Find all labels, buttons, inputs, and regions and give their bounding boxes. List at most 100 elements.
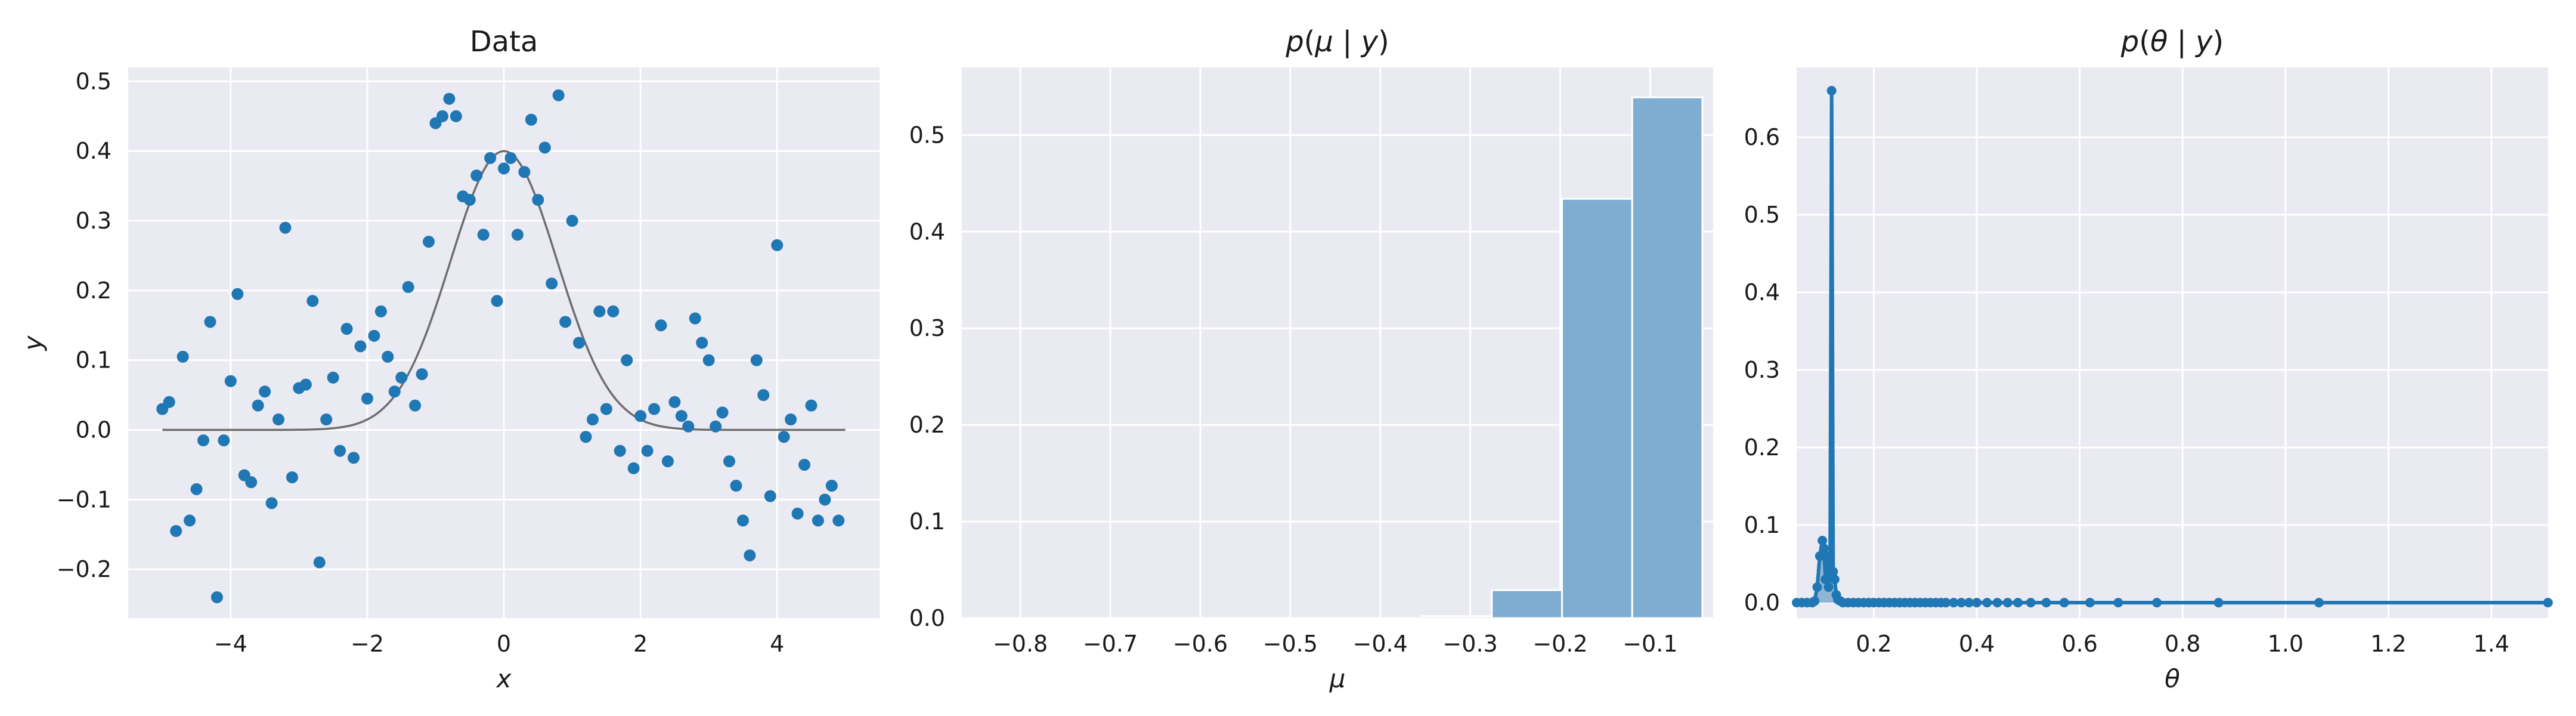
data-points — [156, 89, 845, 603]
y-tick-label: −0.1 — [57, 486, 112, 513]
data-point — [491, 295, 503, 307]
data-point — [518, 166, 531, 178]
data-point — [340, 323, 353, 335]
panel-data: −4 −2 0 2 4 −0.2−0.10.00.10.20.30.40.5 Data … — [18, 25, 880, 693]
data-point — [798, 458, 810, 471]
y-ticks-data: −0.2 −0.1 0.0 0.1 0.2 0.3 0.4 0.5 — [57, 68, 112, 582]
data-point — [785, 413, 797, 426]
y-tick-label: 0.1 — [76, 347, 112, 374]
data-point — [177, 350, 189, 363]
data-point — [771, 239, 784, 251]
title-theta-p: p — [2120, 25, 2139, 58]
y-tick-label: 0.4 — [76, 138, 112, 164]
density-point — [2213, 598, 2224, 607]
histogram-bars — [1420, 96, 1704, 619]
density-point — [1815, 551, 1825, 561]
data-point — [791, 507, 804, 520]
x-tick-label: −0.3 — [1442, 631, 1497, 657]
y-tick-label: 0.3 — [1744, 357, 1780, 383]
data-point — [702, 354, 715, 366]
y-ticks-mu: 0.0 0.1 0.2 0.3 0.4 0.5 — [909, 122, 945, 631]
data-point — [750, 354, 763, 366]
density-point — [1822, 551, 1832, 561]
x-axis-label-theta: θ — [2165, 664, 2180, 693]
x-tick-label: −0.4 — [1353, 631, 1408, 657]
data-point — [730, 480, 742, 492]
data-point — [668, 396, 681, 408]
y-tick-label: 0.5 — [1744, 202, 1780, 228]
data-point — [450, 110, 462, 122]
data-point — [252, 399, 264, 412]
data-point — [552, 89, 565, 101]
y-tick-label: 0.2 — [76, 277, 112, 304]
x-tick-label: 4 — [770, 631, 784, 657]
density-point — [1826, 86, 1837, 95]
y-tick-label: 0.5 — [909, 122, 945, 148]
x-tick-label: −0.1 — [1623, 631, 1677, 657]
density-point — [2543, 598, 2553, 607]
density-point — [1825, 559, 1835, 569]
data-point — [210, 591, 223, 603]
title-mu-close: ) — [1378, 25, 1389, 58]
data-point — [736, 514, 749, 527]
y-tick-label: −0.2 — [57, 556, 112, 582]
density-point — [1812, 582, 1822, 592]
data-point — [388, 385, 401, 398]
data-point — [306, 295, 319, 307]
density-point — [2113, 598, 2123, 607]
density-point — [1964, 598, 1974, 607]
data-point — [470, 169, 483, 182]
x-tick-label: 0.8 — [2165, 631, 2200, 657]
density-point — [2152, 598, 2162, 607]
plot-area-theta — [1797, 67, 2548, 618]
data-point — [361, 392, 373, 405]
title-theta-cond: y — [2194, 25, 2213, 58]
data-point — [641, 445, 654, 457]
data-point — [498, 162, 510, 175]
x-ticks-data: −4 −2 0 2 4 — [214, 631, 784, 657]
data-point — [710, 420, 722, 433]
data-point — [825, 480, 838, 492]
data-point — [832, 514, 845, 527]
data-point — [586, 413, 599, 426]
density-point — [1982, 598, 1992, 607]
density-point — [1828, 567, 1838, 576]
data-point — [416, 368, 428, 381]
density-point — [2059, 598, 2069, 607]
data-point — [504, 152, 517, 164]
density-point — [2002, 598, 2012, 607]
density-point — [1829, 575, 1840, 584]
data-point — [334, 445, 346, 457]
x-tick-label: 1.0 — [2268, 631, 2303, 657]
data-point — [661, 455, 674, 468]
data-point — [368, 329, 380, 342]
data-point — [757, 389, 770, 402]
x-tick-label: −0.6 — [1173, 631, 1228, 657]
data-point — [580, 431, 592, 443]
data-point — [463, 193, 476, 206]
histogram-bar — [1631, 96, 1704, 619]
data-point — [170, 524, 182, 537]
data-point — [559, 316, 572, 328]
data-point — [648, 403, 660, 415]
data-point — [805, 399, 818, 412]
data-point — [313, 556, 326, 569]
data-point — [348, 452, 360, 464]
density-point — [2013, 598, 2023, 607]
x-axis-label-data: x — [496, 664, 512, 693]
density-point — [1949, 598, 1959, 607]
histogram-bar — [1491, 589, 1563, 619]
data-point — [634, 410, 647, 422]
data-point — [245, 476, 258, 489]
density-point — [1972, 598, 1982, 607]
data-point — [600, 403, 612, 415]
title-mu-p: p — [1285, 25, 1304, 58]
data-point — [689, 312, 701, 325]
data-point — [354, 340, 367, 353]
data-point — [163, 396, 175, 408]
x-tick-label: 0.2 — [1856, 631, 1891, 657]
data-point — [538, 141, 551, 154]
y-tick-label: 0.1 — [1744, 512, 1780, 538]
chart-title-theta: p(θ | y) — [2120, 25, 2224, 58]
